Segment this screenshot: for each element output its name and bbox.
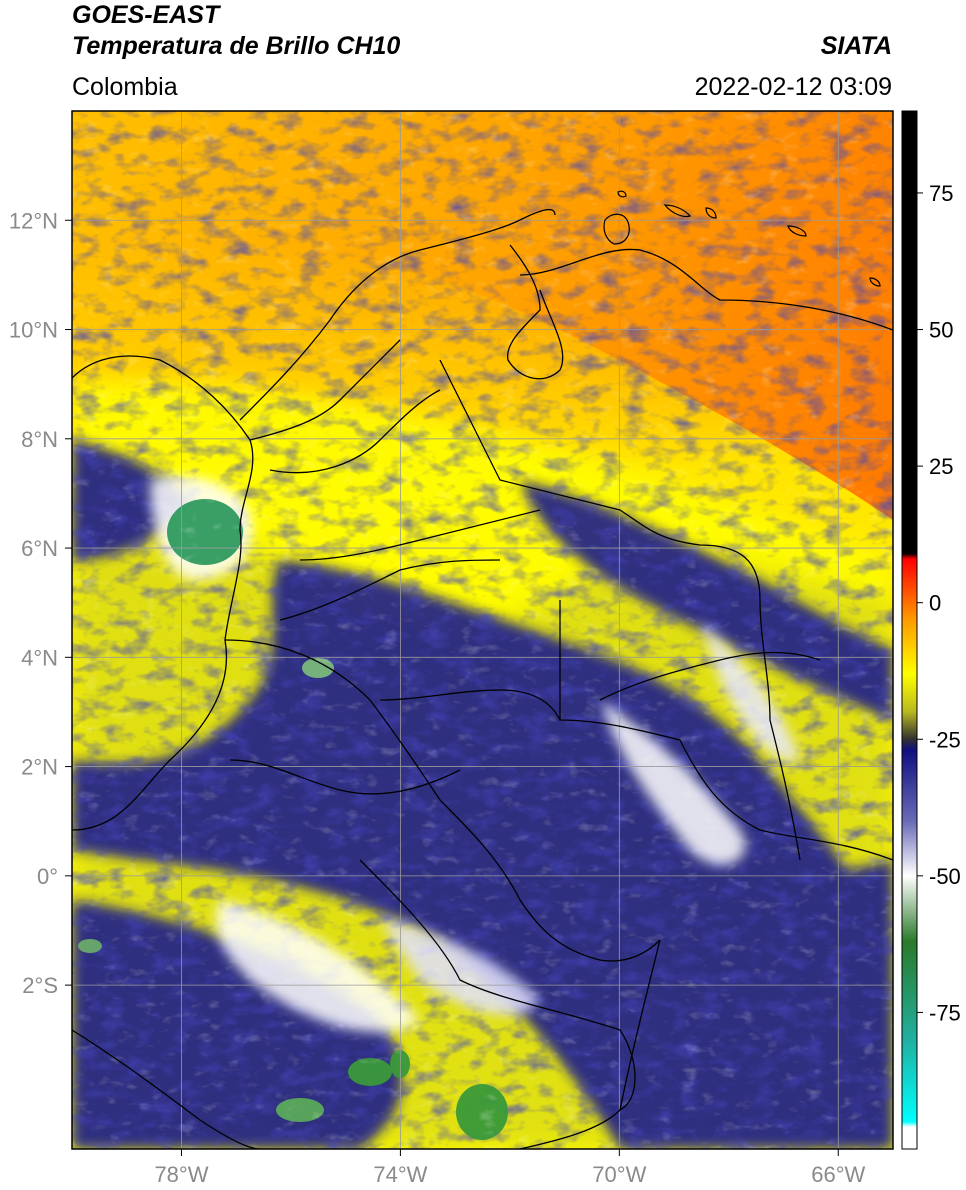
lat-tick-label: 8°N bbox=[21, 427, 58, 452]
latitude-axis: 12°N 10°N 8°N 6°N 4°N 2°N 0° 2°S bbox=[9, 208, 72, 998]
lat-tick-label: 6°N bbox=[21, 536, 58, 561]
lon-tick-label: 74°W bbox=[373, 1162, 427, 1187]
product-title: Temperatura de Brillo CH10 bbox=[72, 32, 401, 60]
colorbar-tick-label: 0 bbox=[929, 591, 941, 616]
lat-tick-label: 12°N bbox=[9, 208, 58, 233]
colorbar-tick-label: -50 bbox=[929, 864, 961, 889]
colorbar-frame bbox=[901, 110, 918, 1150]
lat-tick-label: 2°S bbox=[22, 973, 58, 998]
colorbar: 75 50 25 0 -25 -50 -75 bbox=[901, 110, 961, 1150]
satellite-title: GOES-EAST bbox=[72, 1, 220, 29]
colorbar-tick-label: 25 bbox=[929, 454, 953, 479]
lon-tick-label: 78°W bbox=[154, 1162, 208, 1187]
source-label: SIATA bbox=[820, 32, 892, 60]
longitude-axis: 78°W 74°W 70°W 66°W bbox=[154, 1149, 866, 1187]
colorbar-fill bbox=[902, 111, 917, 1149]
colorbar-tick-label: -25 bbox=[929, 727, 961, 752]
map-frame bbox=[71, 110, 894, 1150]
colorbar-tick-label: -75 bbox=[929, 1000, 961, 1025]
country-borders bbox=[72, 208, 893, 1149]
colorbar-tick-label: 50 bbox=[929, 318, 953, 343]
brightness-temperature-field bbox=[72, 111, 893, 1149]
timestamp-label: 2022-02-12 03:09 bbox=[694, 73, 892, 101]
lon-tick-label: 66°W bbox=[811, 1162, 865, 1187]
region-label: Colombia bbox=[72, 73, 178, 101]
island-outlines bbox=[603, 190, 881, 287]
colorbar-tick-label: 75 bbox=[929, 181, 953, 206]
lat-tick-label: 4°N bbox=[21, 645, 58, 670]
lat-tick-label: 0° bbox=[37, 864, 58, 889]
lon-tick-label: 70°W bbox=[592, 1162, 646, 1187]
title-block: GOES-EAST Temperatura de Brillo CH10 bbox=[72, 0, 400, 62]
grid-lines bbox=[72, 111, 893, 1149]
lat-tick-label: 2°N bbox=[21, 755, 58, 780]
lat-tick-label: 10°N bbox=[9, 318, 58, 343]
